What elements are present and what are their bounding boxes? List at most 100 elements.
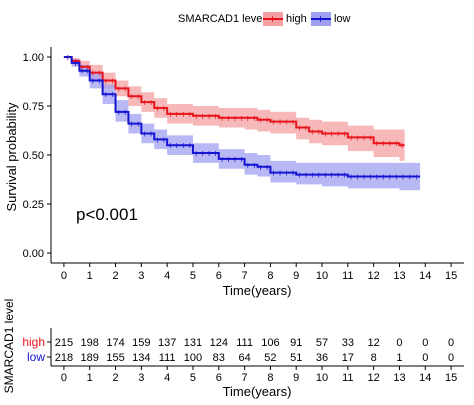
x-tick-label: 6 [216,270,222,282]
x-tick-label: 2 [112,270,118,282]
risk-x-ticks: 0 1 2 3 4 5 6 7 8 9 10 11 12 13 14 15 [61,366,457,384]
censor-mark-low: + [96,77,102,88]
censor-mark-high: + [193,112,199,123]
y-tick-label: 0.00 [23,248,44,260]
risk-cell: 189 [81,352,99,364]
risk-cell: 0 [422,352,428,364]
censor-mark-low: + [414,173,420,184]
risk-x-tick-label: 9 [293,372,299,384]
censor-mark-high: + [109,77,115,88]
censor-mark-high: + [284,118,290,129]
risk-cell: 124 [210,337,228,349]
y-tick-label: 1.00 [23,52,44,64]
censor-mark-high: + [303,124,309,135]
censor-mark-high: + [142,98,148,109]
risk-x-tick-label: 15 [445,372,457,384]
curve-high [63,56,405,147]
censor-mark-low: + [355,173,361,184]
risk-row-label-low: low [27,350,45,364]
censor-mark-low: + [155,135,161,146]
censor-mark-low: + [84,67,90,78]
censor-mark-low: + [251,161,257,172]
risk-cell: 198 [81,337,99,349]
risk-x-tick-label: 7 [242,372,248,384]
censor-mark-high: + [96,69,102,80]
censor-mark-high: + [335,129,341,140]
censor-mark-low: + [193,149,199,160]
censor-mark-low: + [303,171,309,182]
risk-cell: 0 [396,337,402,349]
censor-mark-low: + [238,155,244,166]
censor-mark-low: + [322,171,328,182]
censor-mark-high: + [200,112,206,123]
x-tick-label: 0 [61,270,67,282]
legend: SMARCAD1 level + high + low [178,12,351,26]
censor-mark-high: + [290,118,296,129]
risk-cell: 155 [106,352,124,364]
censor-mark-high: + [368,133,374,144]
risk-cell: 8 [371,352,377,364]
censor-mark-high: + [73,57,79,68]
censor-mark-low: + [65,53,71,64]
censor-mark-low: + [290,169,296,180]
censor-mark-low: + [219,155,225,166]
censor-mark-low: + [407,173,413,184]
censor-mark-low: + [167,141,173,152]
censor-mark-high: + [135,92,141,103]
x-tick-label: 7 [242,270,248,282]
censor-mark-high: + [387,139,393,150]
censor-mark-low: + [122,108,128,119]
risk-cell: 57 [316,337,328,349]
risk-cell: 1 [396,352,402,364]
censor-mark-low: + [213,149,219,160]
risk-cell: 83 [213,352,225,364]
censor-mark-low: + [380,173,386,184]
censor-mark-high: + [238,114,244,125]
x-tick-label: 5 [190,270,196,282]
censor-mark-high: + [316,127,322,138]
censor-mark-high: + [84,63,90,74]
risk-x-tick-label: 2 [112,372,118,384]
censor-mark-high: + [374,139,380,150]
censor-mark-low: + [361,173,367,184]
risk-x-axis-label: Time(years) [223,384,292,399]
censor-mark-low: + [174,141,180,152]
censor-mark-high: + [167,110,173,121]
risk-row-label-high: high [22,335,45,349]
x-tick-label: 10 [316,270,328,282]
y-tick-label: 0.25 [23,199,44,211]
censor-mark-high: + [187,110,193,121]
risk-x-tick-label: 10 [316,372,328,384]
risk-x-tick-label: 4 [164,372,170,384]
censor-mark-low: + [73,59,79,70]
risk-cell: 91 [290,337,302,349]
risk-cell: 106 [261,337,279,349]
censor-mark-low: + [135,120,141,131]
y-tick-label: 0.50 [23,150,44,162]
censor-mark-low: + [277,169,283,180]
censor-mark-high: + [251,114,257,125]
legend-key-low: + low [311,12,351,26]
censor-mark-low: + [387,173,393,184]
risk-x-tick-label: 11 [342,372,353,384]
censor-mark-high: + [329,129,335,140]
risk-cell: 111 [236,337,253,349]
censor-mark-low: + [180,141,186,152]
risk-table-cells: 215 198 174 159 137 131 124 111 106 91 57 33 12 0 0 0 21… [55,337,454,364]
risk-x-tick-label: 6 [216,372,222,384]
censor-mark-high: + [297,124,303,135]
censor-mark-high: + [90,69,96,80]
censor-mark-high: + [161,104,167,115]
x-axis-label: Time(years) [223,283,292,298]
risk-cell: 137 [158,337,176,349]
censor-mark-high: + [206,112,212,123]
x-tick-label: 8 [267,270,273,282]
censor-mark-low: + [258,163,264,174]
risk-cell: 0 [422,337,428,349]
x-tick-label: 1 [87,270,93,282]
censor-marks: + ++ ++ ++ ++ ++ ++ ++ ++ + + + + + + + + + + + + + + + + + + ++ + + +… [65,53,420,184]
risk-cell: 111 [159,352,176,364]
censor-mark-low: + [109,90,115,101]
censor-mark-low: + [161,135,167,146]
